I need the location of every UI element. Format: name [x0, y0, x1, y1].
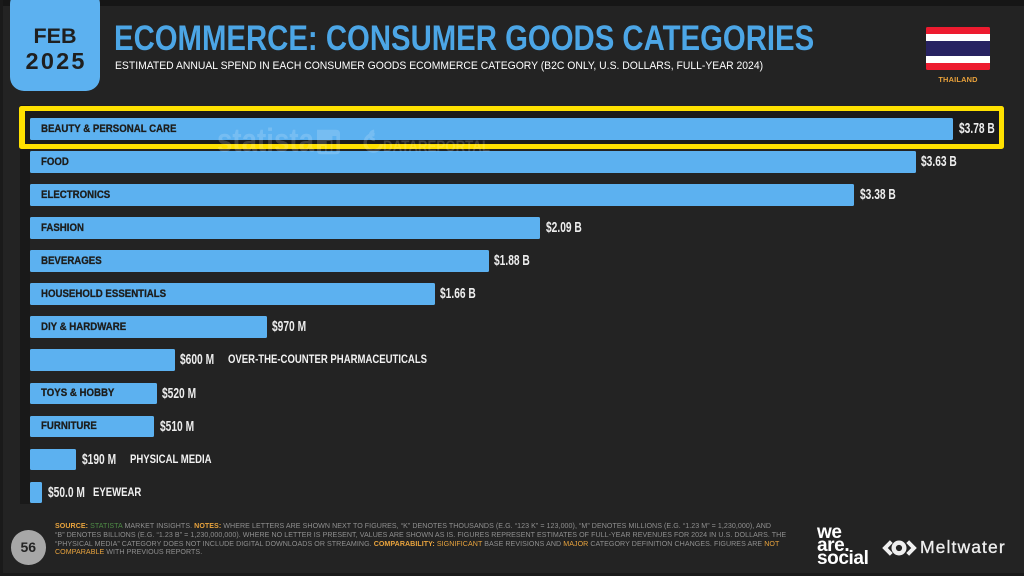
svg-text:DATAREPORTAL: DATAREPORTAL: [383, 139, 490, 156]
svg-text:statista: statista: [217, 126, 315, 158]
